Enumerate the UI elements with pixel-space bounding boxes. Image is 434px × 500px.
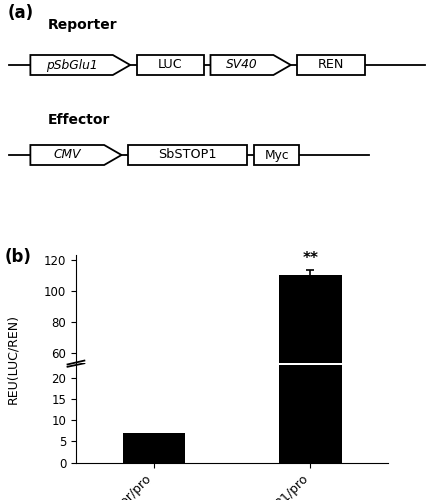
Bar <box>297 55 365 75</box>
Text: LUC: LUC <box>158 58 183 71</box>
Polygon shape <box>210 55 291 75</box>
Polygon shape <box>30 55 130 75</box>
Bar <box>137 55 204 75</box>
Text: (a): (a) <box>8 4 34 22</box>
Polygon shape <box>30 145 122 165</box>
Bar <box>128 145 247 165</box>
Bar <box>279 0 342 462</box>
Bar <box>254 145 299 165</box>
Text: Reporter: Reporter <box>48 18 117 32</box>
Text: SV40: SV40 <box>226 58 258 71</box>
Text: **: ** <box>302 251 318 266</box>
Text: SbSTOP1: SbSTOP1 <box>158 148 217 162</box>
Text: (b): (b) <box>4 248 31 266</box>
Text: CMV: CMV <box>53 148 81 162</box>
Text: REU(LUC/REN): REU(LUC/REN) <box>7 314 20 404</box>
Bar <box>279 276 342 446</box>
Text: pSbGlu1: pSbGlu1 <box>46 58 97 71</box>
Text: REN: REN <box>318 58 344 71</box>
Bar <box>123 436 185 446</box>
Text: Myc: Myc <box>264 148 289 162</box>
Text: Effector: Effector <box>48 113 110 127</box>
Bar <box>123 433 185 462</box>
